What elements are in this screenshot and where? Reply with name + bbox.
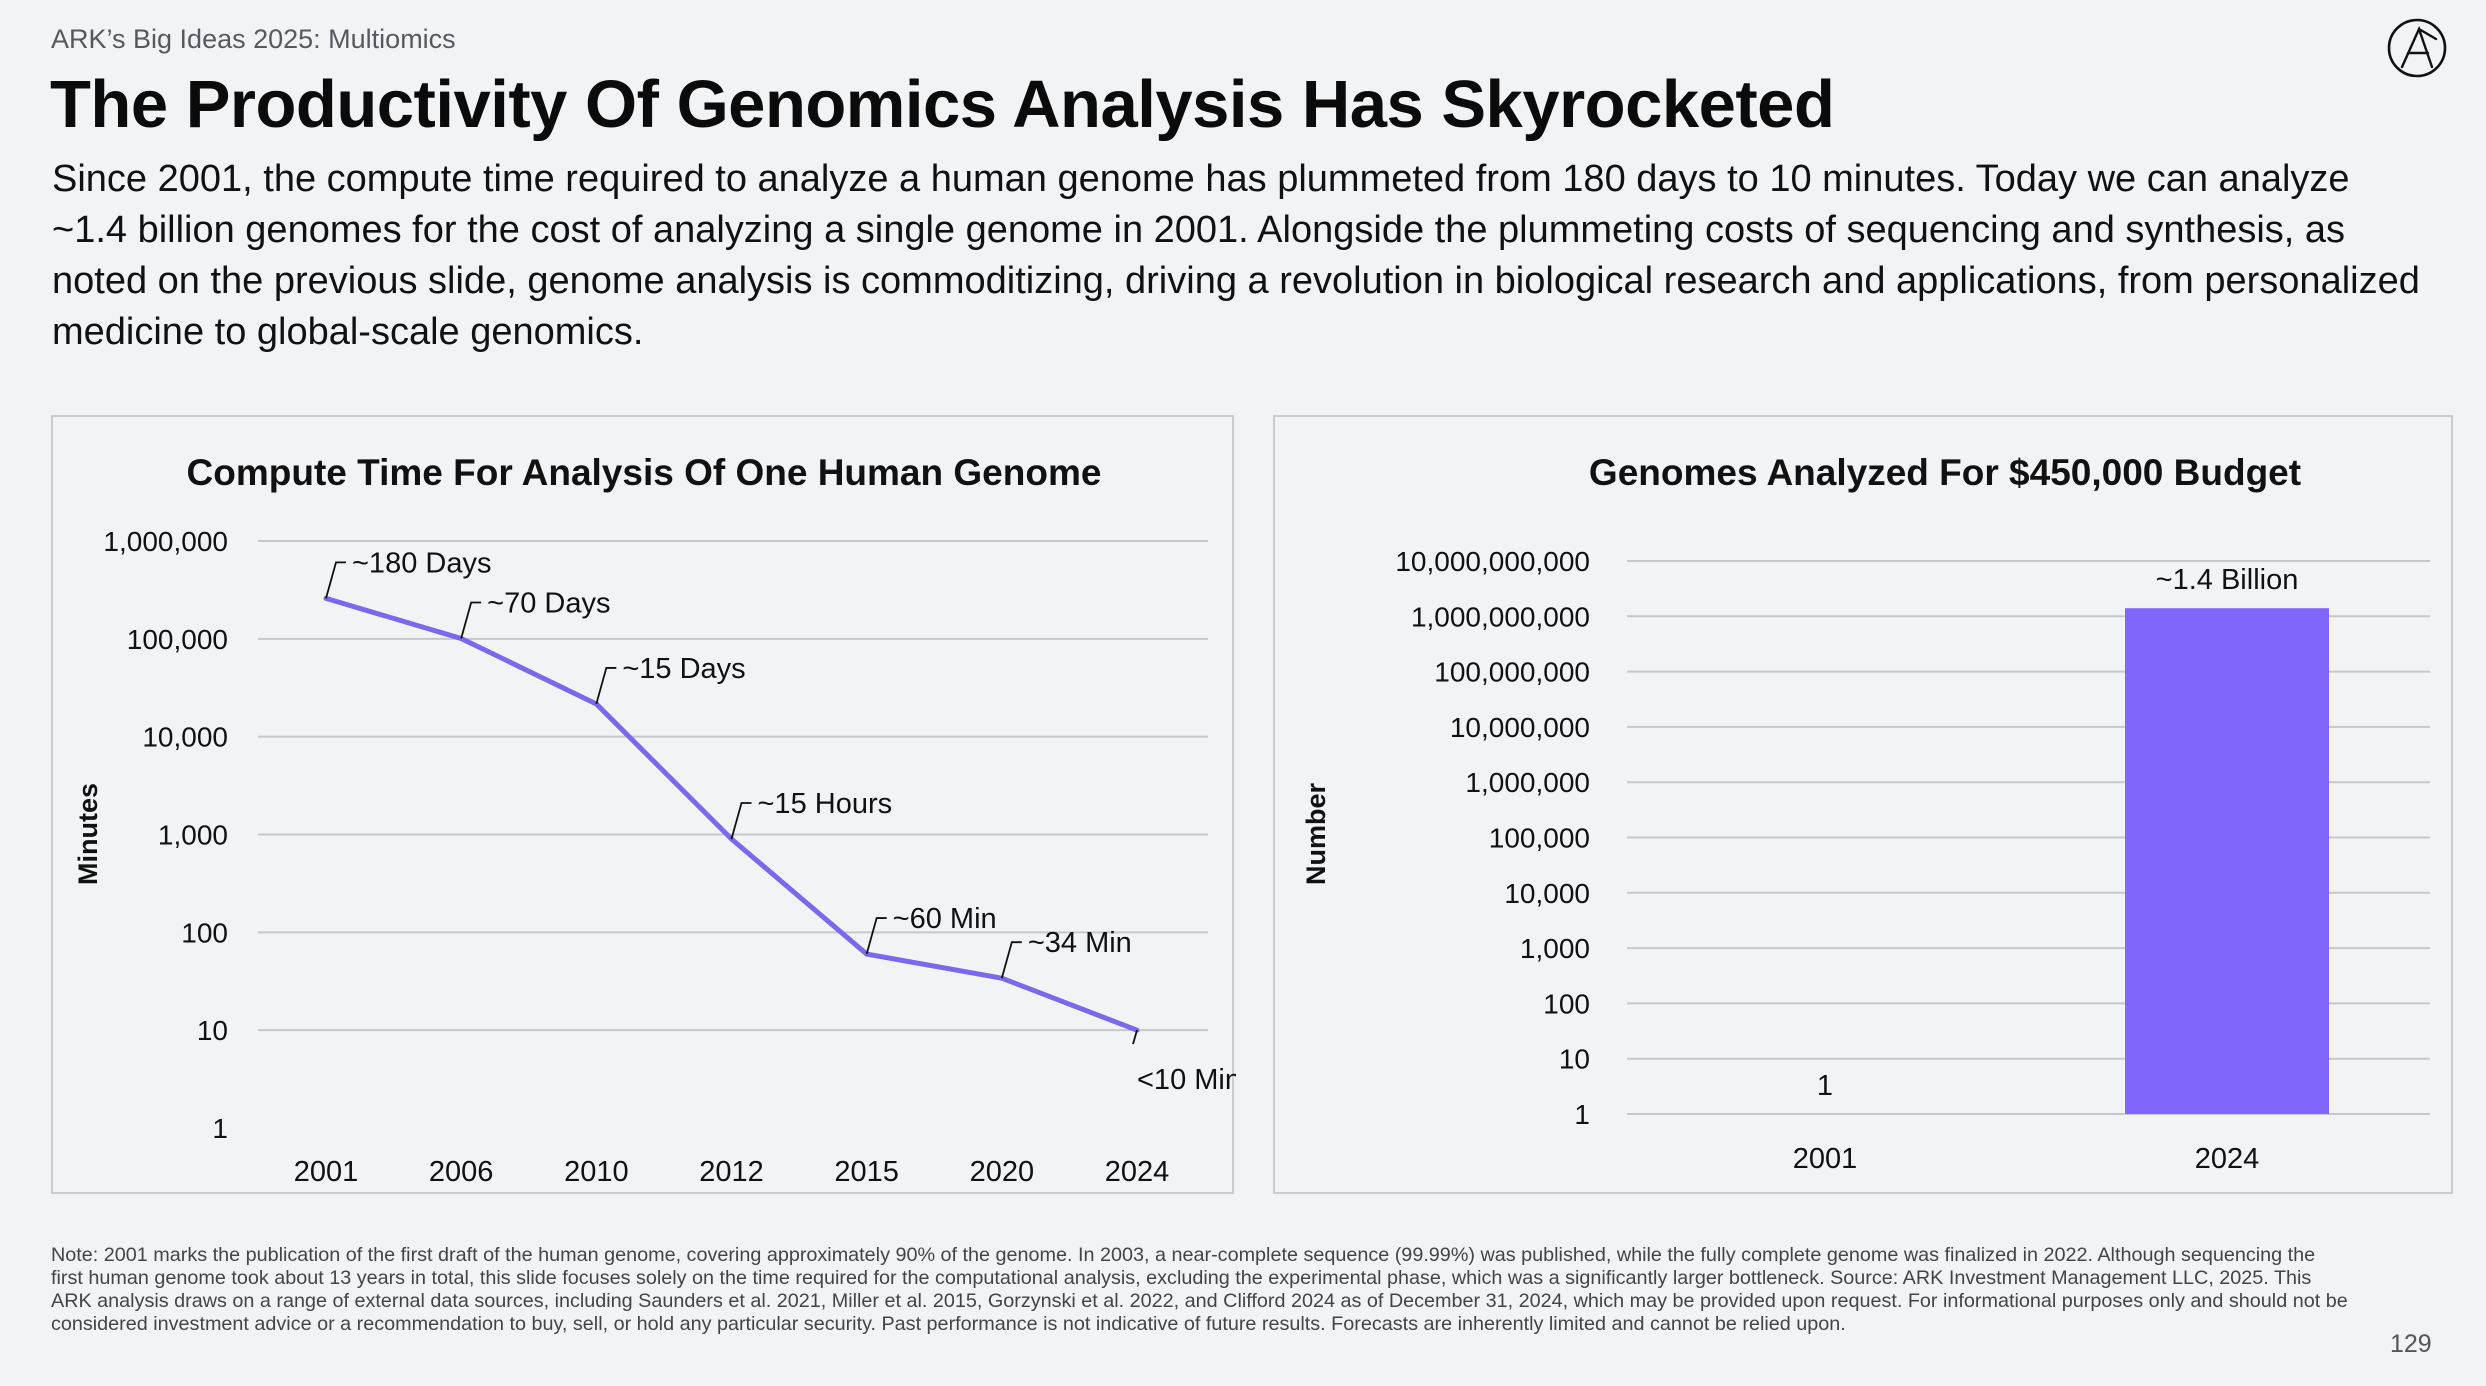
annotation-label: ~60 Min bbox=[893, 903, 997, 935]
y-tick-label: 1 bbox=[212, 1113, 228, 1144]
annotation-label: ~15 Hours bbox=[758, 788, 893, 820]
y-axis-label: Minutes bbox=[73, 783, 103, 885]
annotation-leader bbox=[1000, 941, 1022, 979]
x-tick-label: 2015 bbox=[834, 1156, 899, 1188]
y-tick-label: 10,000,000 bbox=[1450, 712, 1590, 743]
bar bbox=[2125, 608, 2329, 1114]
y-tick-label: 10,000,000,000 bbox=[1395, 546, 1590, 577]
annotation-label: ~15 Days bbox=[622, 653, 745, 685]
y-tick-label: 1 bbox=[1574, 1099, 1590, 1130]
genomes-analyzed-chart-panel: Genomes Analyzed For $450,000 Budget Num… bbox=[1273, 415, 2453, 1194]
y-tick-label: 1,000,000,000 bbox=[1411, 601, 1590, 632]
y-tick-label: 1,000 bbox=[1520, 933, 1590, 964]
x-tick-label: 2001 bbox=[294, 1156, 359, 1188]
annotation-leader bbox=[325, 561, 346, 599]
compute-time-line-chart: Compute Time For Analysis Of One Human G… bbox=[73, 452, 1236, 1188]
x-tick-label: 2001 bbox=[1793, 1143, 1858, 1175]
x-tick-label: 2024 bbox=[2195, 1143, 2260, 1175]
deck-kicker: ARK’s Big Ideas 2025: Multiomics bbox=[51, 24, 456, 54]
annotation-label: ~70 Days bbox=[487, 587, 610, 619]
chart-title: Genomes Analyzed For $450,000 Budget bbox=[1589, 452, 2301, 493]
annotation-label: <10 Min bbox=[1137, 1064, 1236, 1096]
y-tick-label: 10 bbox=[197, 1015, 228, 1046]
y-tick-label: 100 bbox=[181, 917, 228, 948]
y-tick-label: 100,000 bbox=[1489, 823, 1590, 854]
annotation-leader bbox=[595, 667, 617, 705]
x-tick-label: 2020 bbox=[970, 1156, 1035, 1188]
annotation-leader bbox=[730, 802, 752, 840]
x-tick-label: 2010 bbox=[564, 1156, 629, 1188]
page-title: The Productivity Of Genomics Analysis Ha… bbox=[50, 67, 1835, 142]
y-tick-label: 1,000 bbox=[158, 820, 228, 851]
annotation-leader bbox=[460, 601, 482, 639]
compute-time-chart-panel: Compute Time For Analysis Of One Human G… bbox=[51, 415, 1236, 1194]
annotation-label: ~34 Min bbox=[1028, 927, 1132, 959]
ark-logo-icon bbox=[2387, 18, 2447, 78]
x-tick-label: 2006 bbox=[429, 1156, 494, 1188]
y-tick-label: 1,000,000 bbox=[103, 526, 228, 557]
y-tick-label: 10,000 bbox=[142, 722, 228, 753]
bar-data-label: 1 bbox=[1817, 1070, 1833, 1102]
annotation-leader bbox=[865, 917, 887, 955]
y-axis-label: Number bbox=[1301, 783, 1331, 886]
x-tick-label: 2024 bbox=[1105, 1156, 1170, 1188]
y-tick-label: 100,000 bbox=[127, 624, 228, 655]
footnote: Note: 2001 marks the publication of the … bbox=[51, 1244, 2348, 1335]
y-tick-label: 10,000 bbox=[1504, 878, 1590, 909]
bar-data-label: ~1.4 Billion bbox=[2156, 564, 2299, 596]
page-subtitle: Since 2001, the compute time required to… bbox=[52, 158, 2420, 353]
y-tick-label: 10 bbox=[1559, 1044, 1590, 1075]
genomes-analyzed-bar-chart: Genomes Analyzed For $450,000 Budget Num… bbox=[1301, 452, 2430, 1175]
x-tick-label: 2012 bbox=[699, 1156, 764, 1188]
y-tick-label: 100 bbox=[1543, 988, 1590, 1019]
chart-title: Compute Time For Analysis Of One Human G… bbox=[187, 452, 1102, 493]
y-tick-label: 1,000,000 bbox=[1465, 767, 1590, 798]
annotation-label: ~180 Days bbox=[352, 547, 491, 579]
annotation-leader bbox=[1132, 1029, 1138, 1045]
y-tick-label: 100,000,000 bbox=[1434, 657, 1590, 688]
page-number: 129 bbox=[2390, 1330, 2432, 1358]
